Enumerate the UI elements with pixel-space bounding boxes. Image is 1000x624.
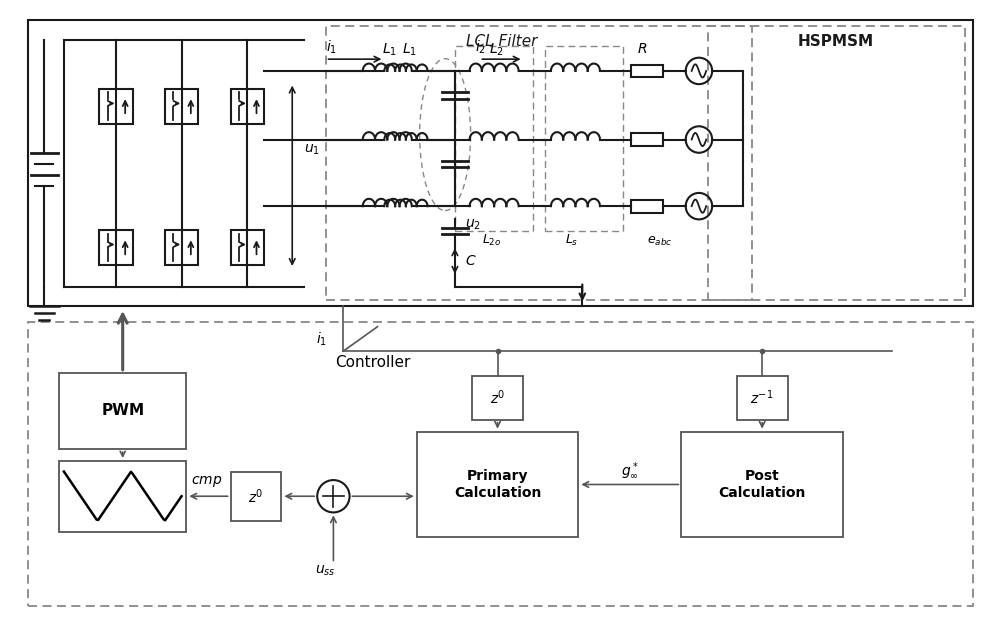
Text: Controller: Controller	[335, 356, 410, 371]
Bar	[99, 230, 132, 265]
Bar	[631, 133, 663, 146]
Text: $C$: $C$	[465, 254, 476, 268]
Bar	[326, 26, 752, 300]
Text: $z^{-1}$: $z^{-1}$	[750, 389, 774, 407]
Text: $u_1$: $u_1$	[304, 142, 320, 157]
Bar	[230, 472, 281, 521]
Text: $i_1$: $i_1$	[316, 330, 327, 348]
Text: Post
Calculation: Post Calculation	[718, 469, 806, 500]
Text: $z^0$: $z^0$	[490, 389, 505, 407]
Text: $cmp$: $cmp$	[191, 474, 223, 489]
Text: PWM: PWM	[101, 404, 144, 419]
Bar	[230, 230, 264, 265]
Text: $L_1$: $L_1$	[402, 41, 417, 57]
Bar	[99, 89, 132, 124]
Bar	[455, 46, 533, 231]
Bar	[59, 461, 186, 532]
Text: $R$: $R$	[637, 42, 648, 56]
Text: $i_2$: $i_2$	[475, 38, 486, 56]
Text: $z^0$: $z^0$	[248, 487, 264, 505]
Text: $e_{abc}$: $e_{abc}$	[647, 235, 672, 248]
Bar	[165, 230, 198, 265]
Text: $L_{2o}$: $L_{2o}$	[482, 232, 502, 248]
Bar	[631, 64, 663, 77]
Text: Primary
Calculation: Primary Calculation	[454, 469, 541, 500]
Text: $L_s$: $L_s$	[565, 232, 578, 248]
Bar	[681, 432, 843, 537]
Text: $L_2$: $L_2$	[489, 41, 504, 57]
Bar	[708, 26, 965, 300]
Text: $g_{\infty}^*$: $g_{\infty}^*$	[621, 460, 639, 480]
Text: HSPMSM: HSPMSM	[798, 34, 874, 49]
Text: $i_1$: $i_1$	[326, 38, 337, 56]
Bar	[545, 46, 623, 231]
Text: $u_2$: $u_2$	[465, 218, 481, 232]
Text: $u_{ss}$: $u_{ss}$	[315, 563, 336, 578]
Bar	[472, 376, 523, 420]
Bar	[59, 373, 186, 449]
Bar	[631, 200, 663, 213]
Text: $L_1$: $L_1$	[382, 41, 397, 57]
Text: LCL Filter: LCL Filter	[466, 34, 538, 49]
Bar	[417, 432, 578, 537]
Bar	[28, 20, 973, 306]
Bar	[28, 322, 973, 606]
Bar	[737, 376, 788, 420]
Bar	[165, 89, 198, 124]
Bar	[230, 89, 264, 124]
